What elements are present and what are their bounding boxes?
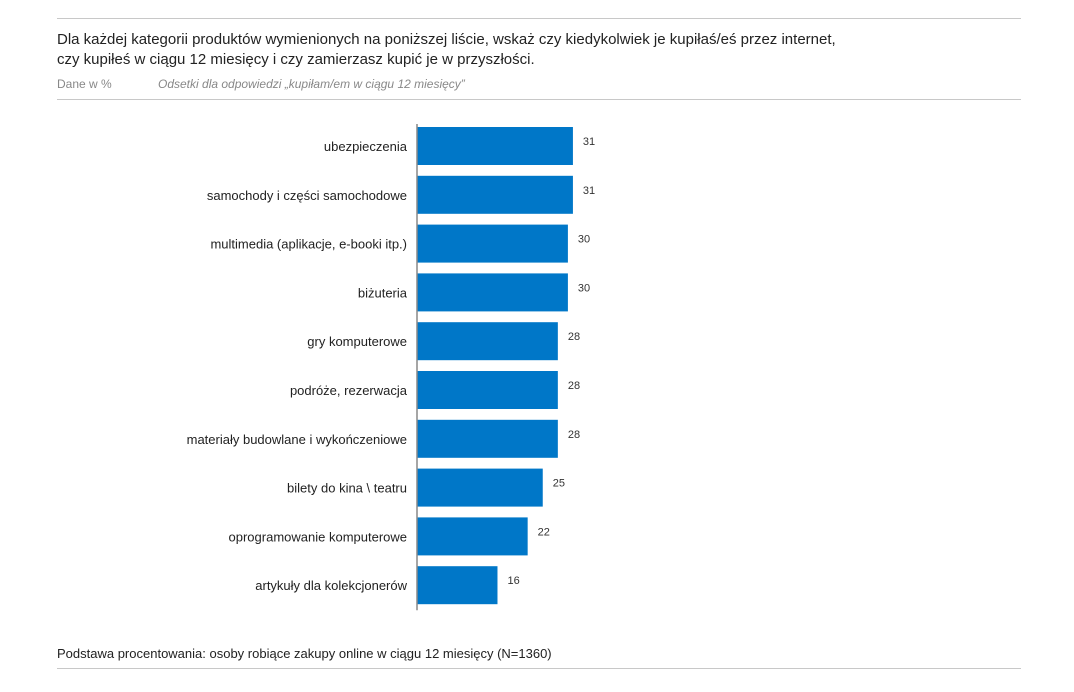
bar: [417, 127, 573, 165]
data-label: 28: [568, 331, 580, 343]
bar: [417, 517, 528, 556]
category-label: ubezpieczenia: [324, 139, 408, 154]
bar: [417, 322, 558, 361]
data-label: 28: [568, 429, 580, 441]
data-label: 22: [538, 526, 550, 538]
bar: [417, 273, 568, 312]
data-label: 31: [583, 185, 595, 197]
chart-title: Dla każdej kategorii produktów wymienion…: [57, 31, 836, 68]
bar: [417, 468, 543, 507]
data-label: 30: [578, 234, 590, 246]
data-label: 28: [568, 380, 580, 392]
bar: [417, 419, 558, 458]
header-divider: [57, 99, 1021, 100]
category-label: artykuły dla kolekcjonerów: [255, 578, 407, 593]
top-divider: [57, 18, 1021, 19]
category-label: samochody i części samochodowe: [207, 188, 407, 203]
bar: [417, 566, 498, 605]
bar: [417, 224, 568, 263]
category-label: materiały budowlane i wykończeniowe: [187, 432, 407, 447]
category-label: multimedia (aplikacje, e-booki itp.): [210, 237, 407, 252]
unit-label: Dane w %: [57, 77, 112, 91]
category-label: bilety do kina \ teatru: [287, 481, 407, 496]
data-label: 31: [583, 136, 595, 148]
chart-subtitle: Odsetki dla odpowiedzi „kupiłam/em w cią…: [158, 77, 465, 91]
category-label: oprogramowanie komputerowe: [229, 529, 407, 544]
category-label: biżuteria: [358, 285, 408, 300]
category-label: podróże, rezerwacja: [290, 383, 408, 398]
data-label: 25: [553, 478, 565, 490]
data-label: 30: [578, 282, 590, 294]
category-label: gry komputerowe: [307, 334, 407, 349]
bar: [417, 175, 573, 214]
bar: [417, 371, 558, 409]
footer-note: Podstawa procentowania: osoby robiące za…: [57, 646, 552, 661]
bottom-divider: [57, 668, 1021, 669]
data-label: 16: [507, 575, 519, 587]
